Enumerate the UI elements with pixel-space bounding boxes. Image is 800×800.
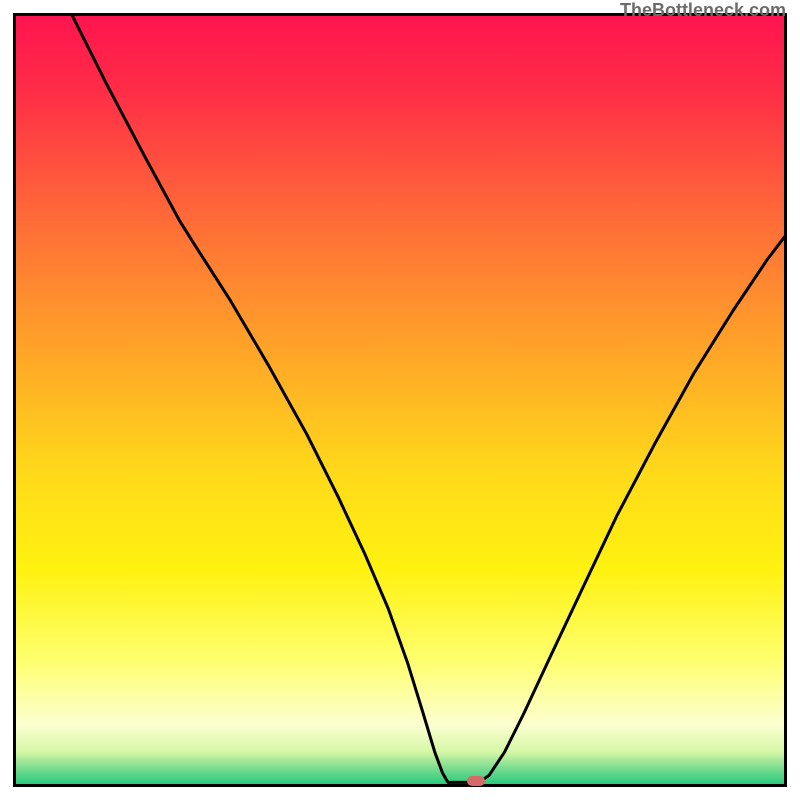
bottleneck-curve [71, 13, 787, 782]
bottleneck-chart: TheBottleneck.com [0, 0, 800, 800]
optimal-point-marker [467, 776, 485, 786]
attribution-text: TheBottleneck.com [620, 0, 786, 21]
chart-curve-layer [13, 13, 787, 787]
